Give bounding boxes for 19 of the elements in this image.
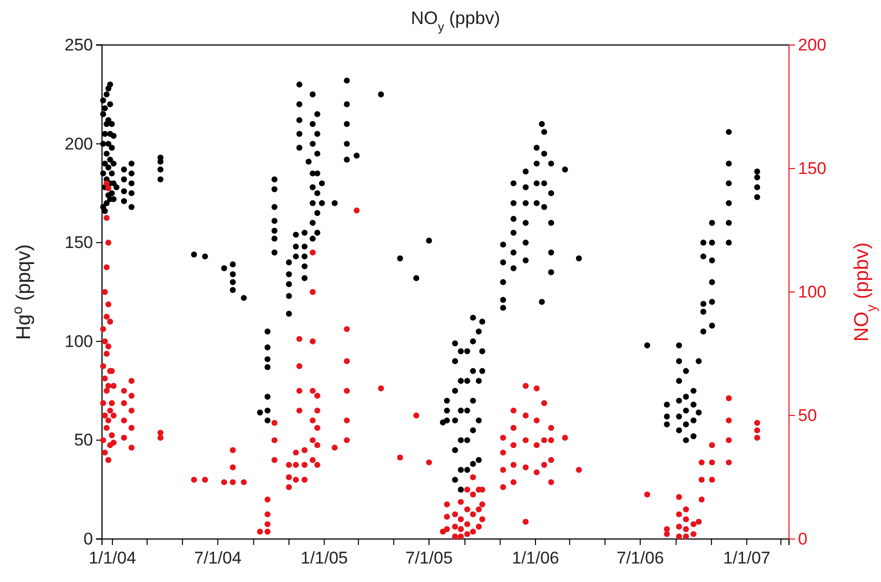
x-tick-label: 7/1/04 xyxy=(194,548,242,568)
x-tick-label: 1/1/04 xyxy=(88,548,136,568)
y2-tick-label: 50 xyxy=(798,406,817,425)
y-tick-label: 50 xyxy=(74,430,93,450)
x-tick-label: 1/1/05 xyxy=(300,548,348,568)
x-tick-label: 7/1/05 xyxy=(405,548,453,568)
y-tick-label: 0 xyxy=(84,529,93,548)
y2-tick-label: 100 xyxy=(798,282,826,302)
chart-title: NO$_{y}$ (ppbv) xyxy=(410,8,500,34)
x-tick-label: 7/1/06 xyxy=(616,548,664,568)
y-tick-label: 250 xyxy=(64,35,93,54)
y2-tick-label: 200 xyxy=(798,35,826,54)
x-tick-label: 1/1/07 xyxy=(723,548,770,568)
y-tick-label: 150 xyxy=(64,233,93,252)
y-tick-label: 100 xyxy=(64,332,93,351)
y2-tick-label: 0 xyxy=(798,529,808,548)
x-tick-label: 1/1/06 xyxy=(512,548,560,568)
y-tick-label: 200 xyxy=(64,134,93,154)
y2-tick-label: 150 xyxy=(798,158,826,178)
